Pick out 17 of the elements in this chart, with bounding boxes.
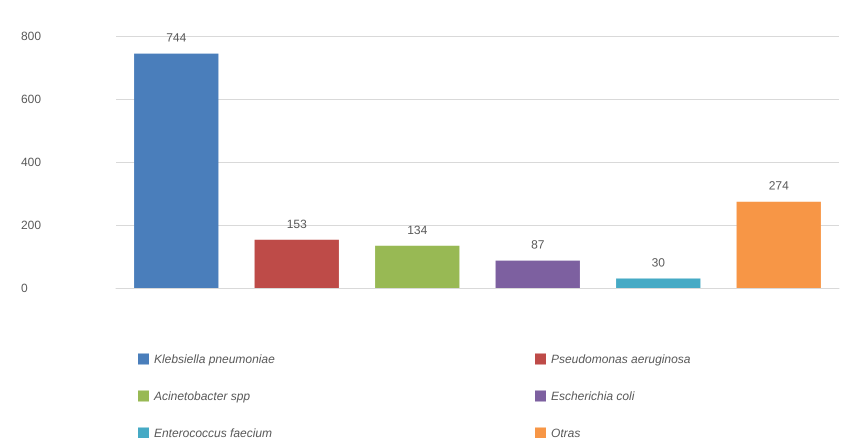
data-label: 134 [407,222,428,237]
data-label: 153 [286,216,308,231]
data-label: 744 [166,30,187,45]
legend-label: Acinetobacter spp [153,389,250,403]
y-tick-label: 800 [21,29,42,43]
y-tick-label: 600 [21,92,42,106]
legend-label: Otras [551,426,580,440]
legend-label: Pseudomonas aeruginosa [551,352,691,366]
data-label: 274 [768,178,790,193]
y-tick-label: 0 [21,281,28,295]
legend-label: Enterococcus faecium [154,426,272,440]
y-tick-label: 400 [21,155,42,169]
y-tick-label: 200 [21,218,42,232]
legend-label: Klebsiella pneumoniae [154,352,276,366]
legend-label: Escherichia coli [551,389,635,403]
data-label: 87 [531,238,545,252]
data-label: 30 [652,256,666,270]
